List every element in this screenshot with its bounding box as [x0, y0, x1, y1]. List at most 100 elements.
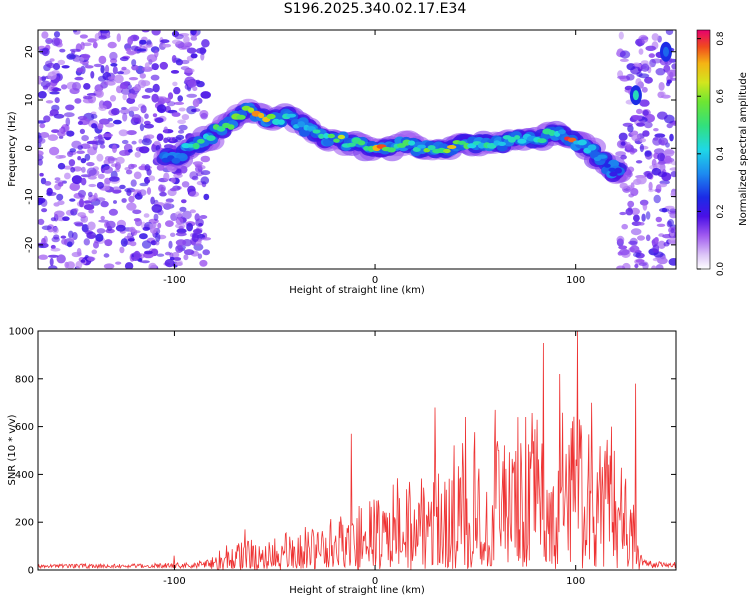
noise-blob [654, 188, 661, 193]
noise-blob [38, 218, 45, 225]
noise-blob [50, 247, 61, 252]
ridge-cell [357, 140, 366, 146]
noise-blob [86, 93, 98, 96]
y-tick-label: 800 [15, 374, 34, 385]
noise-blob [163, 126, 169, 134]
ridge-cell [171, 157, 181, 164]
noise-blob [170, 187, 177, 192]
noise-blob [91, 249, 98, 255]
ridge-cell [248, 107, 255, 113]
noise-blob [104, 239, 113, 247]
noise-blob [54, 180, 66, 184]
noise-blob [40, 80, 51, 88]
noise-blob [176, 262, 183, 266]
noise-blob [99, 144, 106, 149]
noise-blob [669, 133, 674, 142]
noise-blob [91, 123, 98, 129]
noise-blob [141, 66, 153, 72]
noise-blob [618, 31, 624, 40]
noise-blob [656, 223, 666, 227]
noise-blob [643, 121, 653, 129]
noise-blob [46, 62, 55, 69]
noise-blob [169, 256, 175, 261]
noise-blob [47, 254, 59, 258]
noise-blob [633, 214, 640, 222]
noise-blob [628, 193, 635, 198]
noise-blob [627, 200, 635, 208]
noise-blob [173, 86, 181, 95]
noise-blob [57, 131, 66, 137]
noise-blob [666, 81, 671, 87]
noise-blob [657, 161, 666, 165]
noise-blob [644, 76, 653, 84]
noise-blob [131, 140, 137, 145]
noise-blob [626, 73, 635, 81]
noise-blob [171, 177, 176, 184]
noise-blob [104, 64, 110, 74]
noise-blob [646, 172, 653, 180]
noise-blob [634, 263, 639, 269]
noise-blob [141, 240, 152, 249]
noise-blob [177, 119, 187, 125]
noise-blob [122, 112, 128, 122]
noise-blob [644, 150, 652, 157]
noise-blob [120, 238, 128, 247]
y-tick-label: 600 [15, 422, 34, 433]
noise-blob [146, 187, 152, 195]
noise-blob [176, 228, 187, 234]
noise-blob [162, 43, 172, 48]
noise-blob [140, 260, 150, 264]
noise-blob [130, 179, 137, 187]
snr-plot-area [38, 331, 676, 570]
noise-blob [175, 217, 184, 225]
x-tick-label: 100 [566, 576, 585, 587]
ridge-cell [457, 140, 467, 145]
ridge-cell [604, 163, 611, 168]
ridge-cell [192, 142, 200, 150]
noise-blob [175, 223, 186, 229]
noise-blob [47, 134, 59, 142]
ridge-cell [176, 154, 186, 159]
noise-blob [621, 223, 628, 230]
noise-blob [199, 259, 208, 267]
noise-blob [139, 182, 149, 187]
noise-blob [654, 133, 666, 138]
noise-blob [53, 234, 60, 240]
noise-blob [79, 128, 85, 134]
ridge-cell [558, 129, 566, 135]
noise-blob [69, 148, 77, 153]
noise-blob [113, 119, 122, 125]
noise-blob [618, 245, 628, 250]
noise-blob [175, 232, 187, 237]
noise-blob [64, 172, 71, 180]
noise-blob [630, 228, 642, 236]
noise-blob [54, 97, 60, 104]
noise-blob [165, 220, 174, 228]
noise-blob [619, 50, 631, 59]
noise-blob [641, 86, 648, 93]
noise-blob [192, 98, 200, 108]
spectrogram-y-label: Frequency (Hz) [7, 111, 18, 187]
x-tick-label: 0 [372, 576, 378, 587]
noise-blob [58, 135, 64, 139]
noise-blob [38, 75, 42, 85]
noise-blob [183, 249, 195, 256]
noise-blob [56, 254, 66, 264]
noise-blob [53, 202, 60, 207]
noise-blob [97, 138, 105, 145]
ridge-cell [187, 143, 195, 148]
noise-blob [107, 41, 117, 49]
noise-blob [651, 33, 659, 41]
noise-blob [167, 92, 174, 100]
noise-blob [46, 191, 52, 197]
noise-blob [57, 59, 66, 65]
noise-blob [645, 211, 651, 220]
noise-blob [49, 257, 54, 267]
noise-blob [146, 168, 152, 176]
ridge-cell [297, 121, 306, 128]
noise-blob [636, 175, 647, 185]
noise-blob [41, 225, 52, 231]
noise-blob [48, 265, 58, 269]
noise-blob [116, 33, 122, 43]
noise-blob [94, 84, 104, 92]
